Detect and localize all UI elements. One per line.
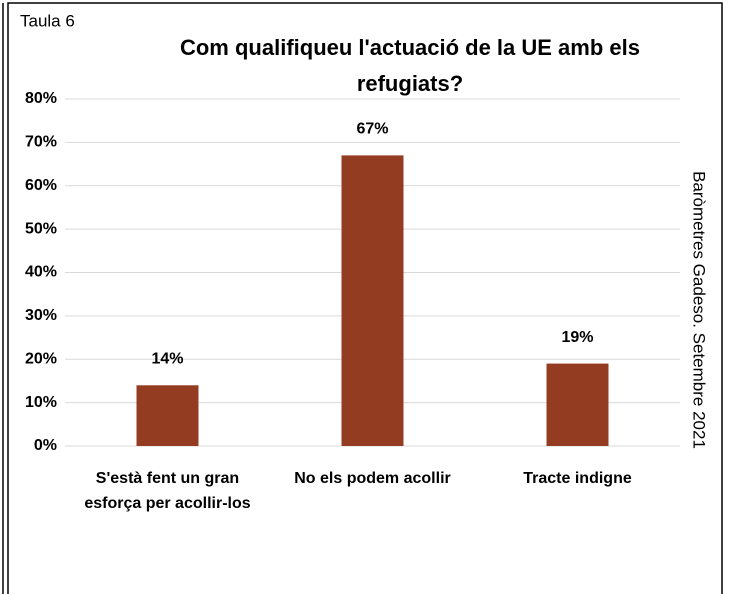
y-tick-label: 20%: [25, 350, 57, 367]
x-tick-label: Tracte indigne: [523, 470, 632, 487]
x-tick-label: No els podem acollir: [294, 470, 451, 487]
bar: [341, 155, 404, 446]
x-tick-label: S'està fent un gran esforça per acollir-…: [84, 470, 251, 512]
table-label: Taula 6: [20, 11, 75, 30]
y-tick-label: 0%: [34, 437, 57, 454]
value-label: 19%: [561, 329, 593, 346]
chart-title: Com qualifiqueu l'actuació de la UE amb …: [179, 35, 640, 96]
value-label: 67%: [356, 121, 388, 138]
y-tick-label: 10%: [25, 394, 57, 411]
value-label: 14%: [151, 350, 183, 367]
source-note: Baròmetres Gadeso. Setembre 2021: [690, 171, 709, 449]
y-tick-label: 60%: [25, 177, 57, 194]
y-tick-label: 30%: [25, 307, 57, 324]
y-tick-label: 80%: [25, 90, 57, 107]
bar: [546, 363, 609, 446]
y-tick-label: 70%: [25, 134, 57, 151]
bar: [136, 385, 199, 446]
y-tick-label: 40%: [25, 264, 57, 281]
y-tick-label: 50%: [25, 220, 57, 237]
frame: [7, 2, 723, 594]
